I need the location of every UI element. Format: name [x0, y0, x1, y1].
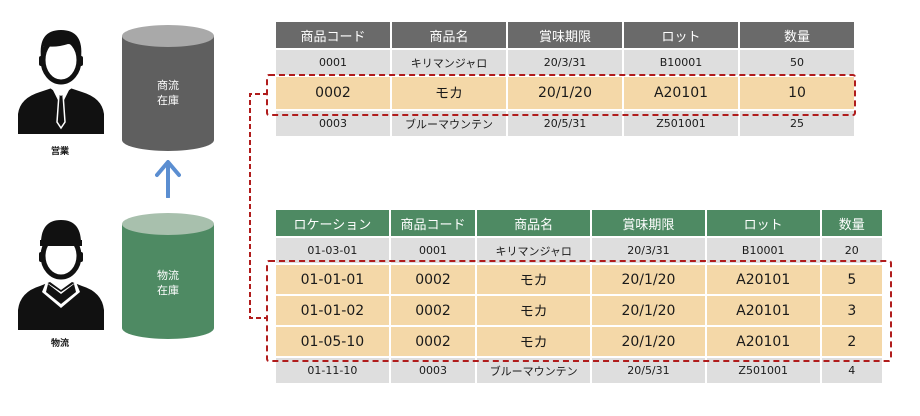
- sales-person-icon: [16, 22, 106, 134]
- header-product-code: 商品コード: [276, 22, 390, 48]
- highlight-box-top: [266, 74, 856, 116]
- logistics-stock-label-line2: 在庫: [157, 284, 179, 297]
- table-row: 01-03-01 0001 キリマンジャロ 20/3/31 B10001 20: [276, 238, 882, 263]
- table-row-highlighted: 0002 モカ 20/1/20 A20101 10: [276, 77, 854, 109]
- cell-expiry-date: 20/1/20: [592, 296, 705, 325]
- logistics-stock-label-line1: 物流: [157, 269, 179, 282]
- cell-quantity: 3: [821, 296, 882, 325]
- cell-quantity: 5: [821, 265, 882, 294]
- cell-location: 01-01-02: [276, 296, 389, 325]
- cell-lot: B10001: [706, 238, 820, 263]
- cell-expiry-date: 20/5/31: [592, 358, 705, 383]
- table-row-highlighted: 01-05-10 0002 モカ 20/1/20 A20101 2: [276, 327, 882, 356]
- cell-product-code: 0002: [390, 327, 476, 356]
- cell-product-name: キリマンジャロ: [477, 238, 591, 263]
- cell-quantity: 2: [821, 327, 882, 356]
- cell-expiry-date: 20/3/31: [508, 50, 622, 75]
- cell-lot: B10001: [624, 50, 738, 75]
- cell-product-code: 0003: [390, 358, 476, 383]
- cell-quantity: 10: [740, 77, 854, 109]
- cell-product-name: モカ: [477, 296, 591, 325]
- header-product-code: 商品コード: [390, 210, 476, 236]
- cell-location: 01-05-10: [276, 327, 389, 356]
- cell-product-code: 0001: [276, 50, 390, 75]
- cell-product-code: 0002: [390, 265, 476, 294]
- cell-lot: A20101: [706, 296, 820, 325]
- cell-lot: A20101: [706, 265, 820, 294]
- arrow-up-icon: [155, 160, 181, 199]
- cell-product-code: 0001: [390, 238, 476, 263]
- cell-expiry-date: 20/1/20: [592, 265, 705, 294]
- logistics-stock-table: ロケーション 商品コード 商品名 賞味期限 ロット 数量 01-03-01 00…: [274, 208, 884, 385]
- highlight-box-bottom: [266, 260, 892, 362]
- table-header-row: 商品コード 商品名 賞味期限 ロット 数量: [276, 22, 854, 48]
- cell-product-name: モカ: [477, 265, 591, 294]
- cell-quantity: 50: [740, 50, 854, 75]
- cell-lot: A20101: [624, 77, 738, 109]
- cell-quantity: 4: [821, 358, 882, 383]
- cell-product-name: キリマンジャロ: [392, 50, 506, 75]
- header-product-name: 商品名: [477, 210, 591, 236]
- cell-location: 01-11-10: [276, 358, 389, 383]
- commercial-stock-label: 商流 在庫: [138, 78, 198, 108]
- cell-location: 01-01-01: [276, 265, 389, 294]
- cell-expiry-date: 20/3/31: [592, 238, 705, 263]
- connector-line: [249, 93, 268, 319]
- header-location: ロケーション: [276, 210, 389, 236]
- cell-product-name: モカ: [392, 77, 506, 109]
- header-quantity: 数量: [821, 210, 882, 236]
- logistics-person-icon: [16, 212, 106, 330]
- header-quantity: 数量: [740, 22, 854, 48]
- cell-product-name: モカ: [477, 327, 591, 356]
- cell-expiry-date: 20/1/20: [592, 327, 705, 356]
- commercial-stock-database-icon: 商流 在庫: [120, 24, 216, 152]
- cell-location: 01-03-01: [276, 238, 389, 263]
- cell-expiry-date: 20/1/20: [508, 77, 622, 109]
- logistics-stock-label: 物流 在庫: [138, 268, 198, 298]
- commercial-stock-label-line2: 在庫: [157, 94, 179, 107]
- cell-product-code: 0002: [390, 296, 476, 325]
- cell-product-name: ブルーマウンテン: [477, 358, 591, 383]
- table-row-highlighted: 01-01-01 0002 モカ 20/1/20 A20101 5: [276, 265, 882, 294]
- header-expiry-date: 賞味期限: [508, 22, 622, 48]
- cell-product-code: 0002: [276, 77, 390, 109]
- logistics-stock-database-icon: 物流 在庫: [120, 212, 216, 340]
- cell-lot: A20101: [706, 327, 820, 356]
- sales-person-label: 営業: [50, 147, 69, 157]
- header-lot: ロット: [706, 210, 820, 236]
- commercial-stock-label-line1: 商流: [157, 79, 179, 92]
- cell-quantity: 20: [821, 238, 882, 263]
- table-row-highlighted: 01-01-02 0002 モカ 20/1/20 A20101 3: [276, 296, 882, 325]
- cell-lot: Z501001: [706, 358, 820, 383]
- table-header-row: ロケーション 商品コード 商品名 賞味期限 ロット 数量: [276, 210, 882, 236]
- header-product-name: 商品名: [392, 22, 506, 48]
- table-row: 0001 キリマンジャロ 20/3/31 B10001 50: [276, 50, 854, 75]
- table-row: 01-11-10 0003 ブルーマウンテン 20/5/31 Z501001 4: [276, 358, 882, 383]
- header-expiry-date: 賞味期限: [592, 210, 705, 236]
- logistics-person-label: 物流: [50, 339, 69, 349]
- header-lot: ロット: [624, 22, 738, 48]
